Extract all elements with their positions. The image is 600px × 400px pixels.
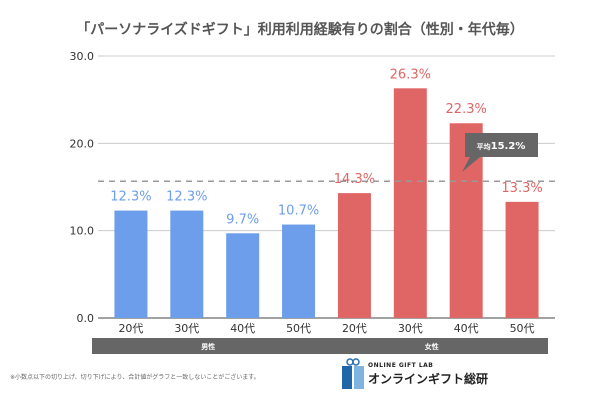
- average-label: 平均15.2%: [477, 141, 526, 152]
- x-tick-label: 40代: [454, 322, 479, 335]
- bar: [393, 88, 427, 319]
- group-label: 女性: [425, 342, 439, 351]
- x-tick-label: 50代: [286, 322, 311, 335]
- y-tick-label: 20.0: [70, 137, 95, 150]
- group-label: 男性: [201, 342, 215, 351]
- x-tick-label: 50代: [510, 322, 535, 335]
- x-tick-label: 40代: [230, 322, 255, 335]
- x-tick-label: 30代: [174, 322, 199, 335]
- bar: [114, 210, 148, 318]
- logo: ONLINE GIFT LAB オンラインギフト総研: [340, 358, 490, 390]
- chart-title: 「パーソナライズドギフト」利用利用経験有りの割合（性別・年代毎）: [76, 22, 524, 38]
- data-label: 13.3%: [501, 181, 542, 196]
- gift-box-icon: [342, 358, 364, 389]
- data-label: 22.3%: [446, 102, 487, 117]
- bar: [282, 224, 316, 318]
- group-bar: [92, 338, 325, 354]
- x-tick-label: 20代: [118, 322, 143, 335]
- average-callout: [462, 133, 538, 172]
- y-tick-label: 0.0: [77, 312, 95, 325]
- x-tick-label: 30代: [398, 322, 423, 335]
- y-tick-label: 30.0: [70, 50, 95, 63]
- bar: [170, 210, 204, 318]
- logo-subtitle: ONLINE GIFT LAB: [368, 362, 434, 369]
- data-label: 12.3%: [166, 190, 207, 205]
- footnote: ※小数点以下の切り上げ、切り下げにより、合計値がグラフと一致しないことがございま…: [10, 374, 260, 381]
- bar: [226, 233, 260, 318]
- x-tick-label: 20代: [342, 322, 367, 335]
- data-label: 26.3%: [390, 67, 431, 82]
- y-tick-label: 10.0: [70, 225, 95, 238]
- data-label: 9.7%: [226, 212, 259, 227]
- data-label: 12.3%: [110, 190, 151, 205]
- bar: [337, 193, 371, 318]
- logo-name: オンラインギフト総研: [368, 372, 489, 386]
- data-label: 14.3%: [334, 172, 375, 187]
- data-label: 10.7%: [278, 204, 319, 219]
- bar: [505, 201, 539, 318]
- group-bar: [315, 338, 548, 354]
